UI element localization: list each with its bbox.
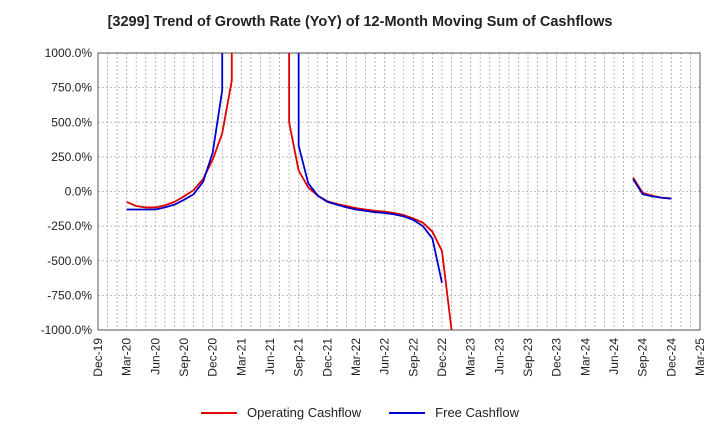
y-tick-label: -500.0%	[47, 254, 92, 268]
x-tick-label: Sep-21	[292, 338, 306, 377]
legend-item: Free Cashflow	[389, 405, 519, 420]
x-tick-label: Jun-21	[263, 338, 277, 375]
x-tick-label: Dec-19	[91, 338, 105, 377]
legend: Operating Cashflow Free Cashflow	[0, 405, 720, 420]
series-line-free-cashflow	[632, 178, 672, 200]
y-tick-label: 250.0%	[51, 150, 92, 164]
y-tick-label: -250.0%	[47, 219, 92, 233]
y-tick-label: 1000.0%	[45, 46, 93, 60]
plot-area	[126, 53, 672, 330]
axes	[97, 52, 701, 331]
x-tick-label: Jun-20	[148, 338, 162, 375]
x-tick-labels: Dec-19 Mar-20 Jun-20 Sep-20 Dec-20 Mar-21 Jun-…	[91, 338, 707, 377]
x-tick-label: Mar-23	[464, 338, 478, 376]
legend-item: Operating Cashflow	[201, 405, 361, 420]
x-tick-label: Jun-24	[607, 338, 621, 375]
plot-border	[97, 52, 701, 331]
x-tick-label: Sep-20	[177, 338, 191, 377]
x-tick-label: Jun-23	[492, 338, 506, 375]
series-line-free-cashflow	[126, 53, 224, 211]
x-tick-label: Dec-21	[320, 338, 334, 377]
x-tick-label: Sep-24	[636, 338, 650, 377]
y-tick-labels: 1000.0% 750.0% 500.0% 250.0% 0.0% -250.0% -500…	[41, 46, 93, 337]
legend-label: Operating Cashflow	[247, 405, 362, 420]
x-tick-label: Sep-22	[406, 338, 420, 377]
x-tick-label: Mar-24	[578, 338, 592, 376]
y-tick-label: 750.0%	[51, 81, 92, 95]
x-tick-label: Jun-22	[378, 338, 392, 375]
y-tick-label: -1000.0%	[41, 323, 93, 337]
legend-label: Free Cashflow	[435, 405, 519, 420]
legend-swatch	[389, 411, 426, 414]
x-tick-label: Mar-25	[693, 338, 707, 376]
x-tick-label: Dec-23	[550, 338, 564, 377]
x-tick-label: Dec-24	[664, 338, 678, 377]
gridlines	[97, 52, 701, 331]
series-line-operating-cashflow	[126, 53, 233, 209]
x-tick-label: Mar-21	[234, 338, 248, 376]
x-tick-label: Mar-20	[120, 338, 134, 376]
series-line-operating-cashflow	[288, 53, 453, 330]
y-tick-label: 500.0%	[51, 115, 92, 129]
legend-swatch	[201, 411, 237, 414]
chart-title: [3299] Trend of Growth Rate (YoY) of 12-…	[107, 14, 613, 30]
x-tick-label: Dec-22	[435, 338, 449, 377]
y-tick-label: 0.0%	[65, 185, 93, 199]
x-tick-label: Mar-22	[349, 338, 363, 376]
series-line-free-cashflow	[297, 53, 443, 284]
x-tick-label: Dec-20	[206, 338, 220, 377]
x-tick-label: Sep-23	[521, 338, 535, 377]
y-tick-label: -750.0%	[47, 288, 92, 302]
